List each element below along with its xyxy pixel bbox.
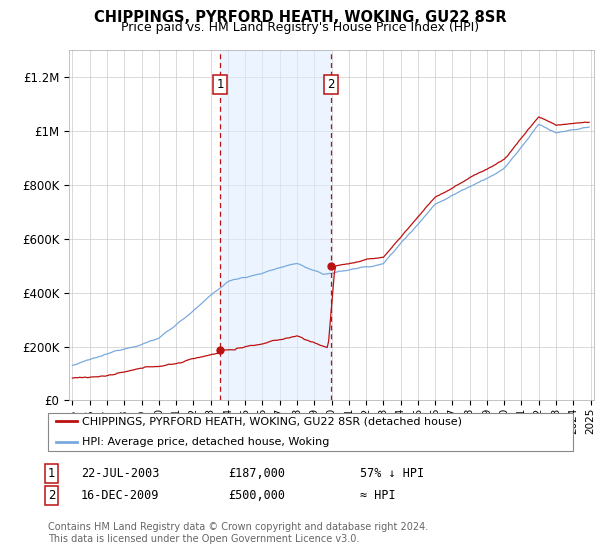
FancyBboxPatch shape — [48, 413, 573, 451]
Text: HPI: Average price, detached house, Woking: HPI: Average price, detached house, Woki… — [82, 437, 329, 447]
Text: £187,000: £187,000 — [228, 466, 285, 480]
Bar — [220, 50, 331, 400]
Text: CHIPPINGS, PYRFORD HEATH, WOKING, GU22 8SR (detached house): CHIPPINGS, PYRFORD HEATH, WOKING, GU22 8… — [82, 416, 462, 426]
Text: 1: 1 — [48, 466, 56, 480]
Text: ≈ HPI: ≈ HPI — [360, 489, 395, 502]
Text: 16-DEC-2009: 16-DEC-2009 — [81, 489, 160, 502]
Text: 2: 2 — [327, 77, 335, 91]
Text: CHIPPINGS, PYRFORD HEATH, WOKING, GU22 8SR: CHIPPINGS, PYRFORD HEATH, WOKING, GU22 8… — [94, 10, 506, 25]
Text: 1: 1 — [217, 77, 224, 91]
Text: 22-JUL-2003: 22-JUL-2003 — [81, 466, 160, 480]
Text: 57% ↓ HPI: 57% ↓ HPI — [360, 466, 424, 480]
Text: This data is licensed under the Open Government Licence v3.0.: This data is licensed under the Open Gov… — [48, 534, 359, 544]
Text: £500,000: £500,000 — [228, 489, 285, 502]
Text: Contains HM Land Registry data © Crown copyright and database right 2024.: Contains HM Land Registry data © Crown c… — [48, 522, 428, 532]
Text: Price paid vs. HM Land Registry's House Price Index (HPI): Price paid vs. HM Land Registry's House … — [121, 21, 479, 34]
Text: 2: 2 — [48, 489, 56, 502]
